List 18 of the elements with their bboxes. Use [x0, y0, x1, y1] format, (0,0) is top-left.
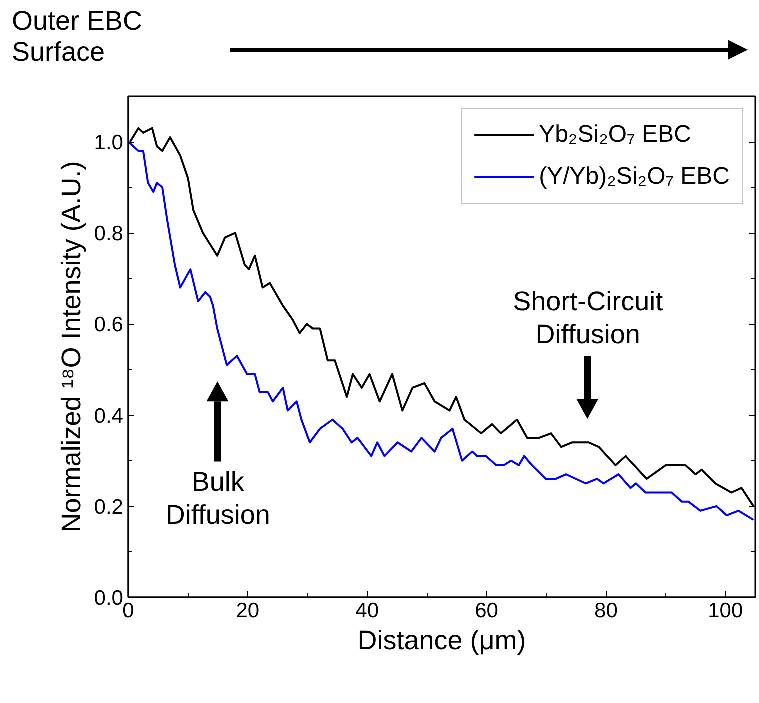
y-axis-title: Normalized ¹⁸O Intensity (A.U.)	[56, 161, 86, 533]
x-tick-label: 20	[236, 600, 260, 622]
y-tick-label: 0.4	[94, 404, 124, 428]
x-tick-label: 40	[356, 600, 380, 622]
legend-label: (Y/Yb)₂Si₂O₇ EBC	[539, 163, 730, 191]
annotation: Bulk Diffusion	[166, 467, 270, 530]
x-axis-title: Distance (μm)	[358, 626, 526, 656]
y-tick-label: 0.6	[94, 314, 124, 337]
x-tick-label: 60	[475, 600, 498, 622]
annotation: Short-Circuit Diffusion	[513, 286, 664, 350]
y-tick-label: 0.8	[94, 222, 124, 246]
y-tick-label: 0.2	[94, 496, 124, 519]
x-tick-label: 0	[122, 600, 134, 622]
x-tick-label: 80	[594, 600, 618, 622]
legend-label: Yb₂Si₂O₇ EBC	[539, 121, 692, 149]
y-tick-label: 1.0	[94, 132, 124, 155]
x-tick-label: 100	[708, 600, 744, 622]
y-tick-label: 0.0	[94, 587, 124, 610]
